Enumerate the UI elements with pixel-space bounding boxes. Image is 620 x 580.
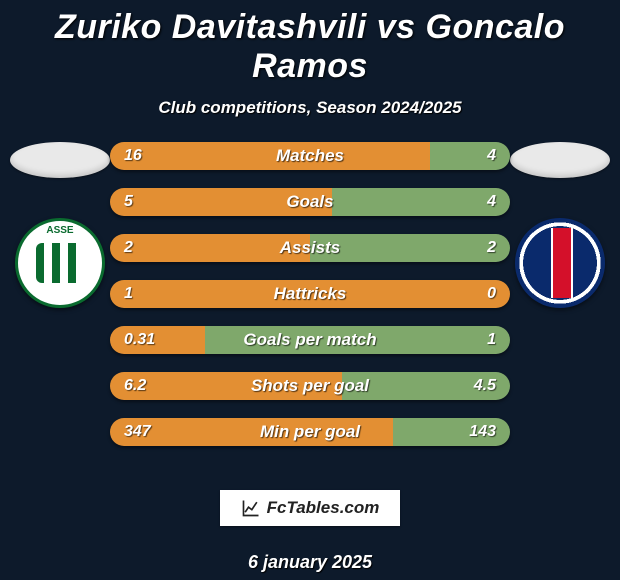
stat-value-left: 2 <box>110 234 147 262</box>
stat-value-left: 16 <box>110 142 156 170</box>
stat-row: 22Assists <box>110 234 510 262</box>
club-crest-left <box>15 218 105 308</box>
stat-row: 54Goals <box>110 188 510 216</box>
stat-row: 0.311Goals per match <box>110 326 510 354</box>
bar-left <box>110 280 510 308</box>
player-right-face <box>510 142 610 178</box>
stat-row: 10Hattricks <box>110 280 510 308</box>
stat-value-left: 1 <box>110 280 147 308</box>
watermark-text: FcTables.com <box>267 498 380 518</box>
stat-value-right: 2 <box>473 234 510 262</box>
stat-value-right: 143 <box>455 418 510 446</box>
comparison-stage: 164Matches54Goals22Assists10Hattricks0.3… <box>0 142 620 472</box>
stat-value-left: 0.31 <box>110 326 169 354</box>
stat-row: 6.24.5Shots per goal <box>110 372 510 400</box>
bar-left <box>110 142 430 170</box>
stat-value-left: 347 <box>110 418 165 446</box>
player-right-column <box>500 142 620 308</box>
stat-value-left: 6.2 <box>110 372 160 400</box>
page-title: Zuriko Davitashvili vs Goncalo Ramos <box>0 0 620 86</box>
stat-value-right: 4.5 <box>460 372 510 400</box>
date-label: 6 january 2025 <box>0 552 620 573</box>
player-left-face <box>10 142 110 178</box>
stat-value-right: 1 <box>473 326 510 354</box>
stat-value-right: 4 <box>473 142 510 170</box>
subtitle: Club competitions, Season 2024/2025 <box>0 98 620 118</box>
stat-value-left: 5 <box>110 188 147 216</box>
stat-row: 347143Min per goal <box>110 418 510 446</box>
stat-bars-container: 164Matches54Goals22Assists10Hattricks0.3… <box>110 142 510 464</box>
club-crest-right <box>515 218 605 308</box>
fctables-watermark: FcTables.com <box>220 490 400 526</box>
stat-value-right: 0 <box>473 280 510 308</box>
bar-right <box>205 326 510 354</box>
stat-row: 164Matches <box>110 142 510 170</box>
chart-icon <box>241 498 261 518</box>
stat-value-right: 4 <box>473 188 510 216</box>
player-left-column <box>0 142 120 308</box>
